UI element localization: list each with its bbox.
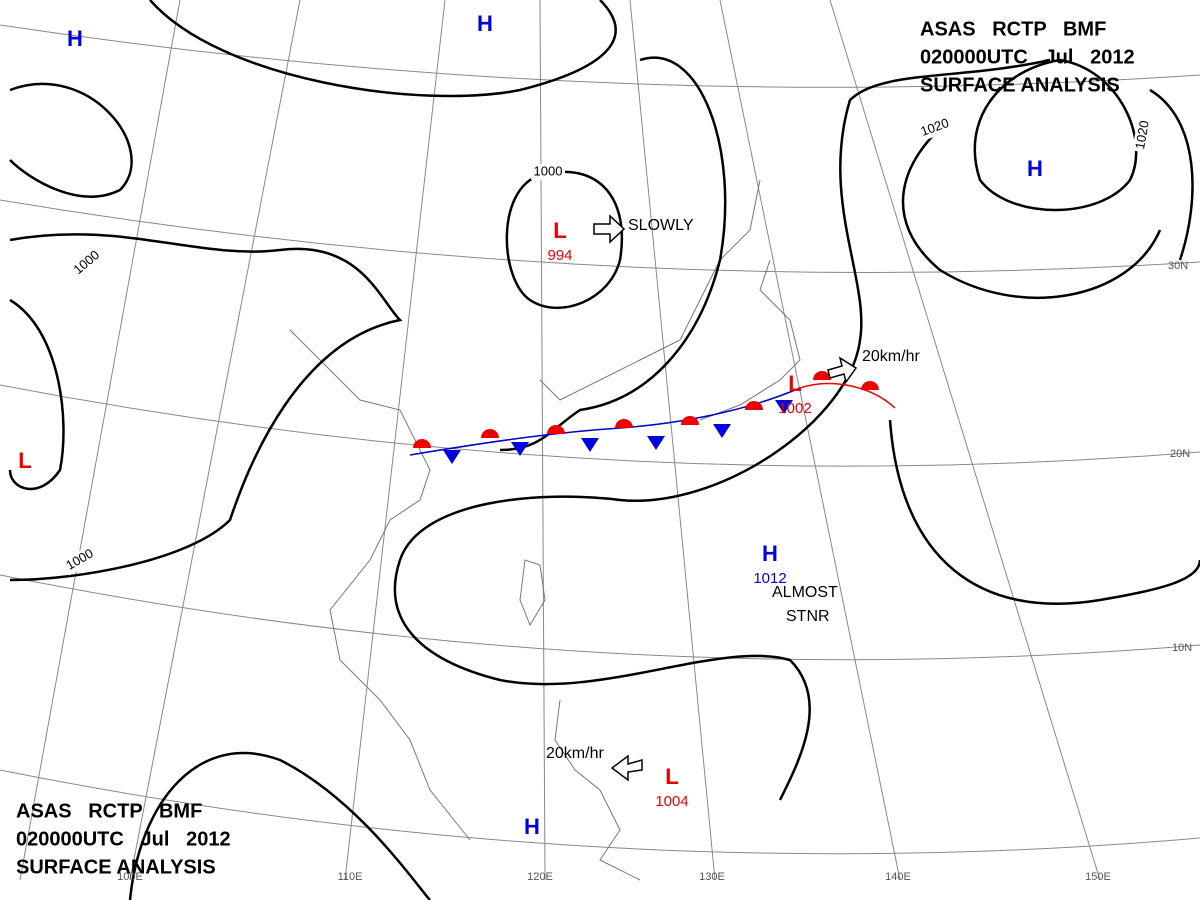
graticule xyxy=(0,0,1200,881)
annotation: STNR xyxy=(786,608,830,625)
latitude-label: 30N xyxy=(1168,260,1188,272)
analysis-title: ASAS RCTP BMF xyxy=(920,18,1106,40)
annotation: ALMOST xyxy=(772,584,838,601)
cold-front-symbol xyxy=(443,450,461,464)
isobar xyxy=(128,751,431,900)
cold-front-symbol xyxy=(713,424,731,438)
pressure-center-symbol: H xyxy=(762,541,778,566)
isobars xyxy=(8,0,1200,900)
pressure-center-symbol: L xyxy=(553,218,566,243)
motion-arrows xyxy=(593,214,858,782)
cold-front-symbol xyxy=(647,436,665,450)
annotation: 20km/hr xyxy=(546,745,604,762)
longitude-line xyxy=(829,0,1101,881)
central-pressure: 1012 xyxy=(753,570,786,587)
cold-front-symbol xyxy=(581,438,599,452)
longitude-line xyxy=(344,0,446,881)
label-backing xyxy=(916,114,954,142)
central-pressure: 1004 xyxy=(655,793,688,810)
longitude-label: 140E xyxy=(885,871,911,883)
longitude-line xyxy=(629,0,716,881)
longitude-line xyxy=(19,0,181,881)
longitude-line xyxy=(719,0,901,881)
label-backing xyxy=(61,544,99,576)
analysis-title: 020000UTC Jul 2012 xyxy=(920,46,1135,68)
isobar xyxy=(9,233,403,582)
warm-front-line xyxy=(799,382,896,409)
latitude-line xyxy=(0,384,1200,467)
pressure-center-symbol: H xyxy=(1027,156,1043,181)
coastlines xyxy=(289,179,801,881)
isobar xyxy=(973,58,1138,212)
coastline xyxy=(289,329,471,841)
latitude-label: 10N xyxy=(1172,642,1192,654)
isobar xyxy=(888,419,1200,605)
isobar-label: 1000 xyxy=(534,163,563,178)
warm-front-symbol xyxy=(861,381,879,390)
cold-front-symbol xyxy=(511,442,529,456)
longitude-line xyxy=(129,0,301,881)
motion-arrow xyxy=(593,214,626,244)
latitude-line xyxy=(0,769,1200,855)
warm-front-symbol xyxy=(745,401,763,410)
warm-front-symbol xyxy=(413,439,431,448)
label-backing xyxy=(1132,116,1154,154)
motion-arrow xyxy=(610,754,643,782)
motion-arrow xyxy=(827,356,858,384)
latitude-line xyxy=(0,199,1200,273)
pressure-center-symbol: H xyxy=(477,11,493,36)
analysis-title: SURFACE ANALYSIS xyxy=(16,856,216,878)
longitude-label: 110E xyxy=(338,871,363,883)
latitude-line xyxy=(0,574,1200,661)
analysis-title: ASAS RCTP BMF xyxy=(16,800,202,822)
longitude-line xyxy=(539,0,546,881)
isobar xyxy=(901,119,1162,299)
latitude-label: 20N xyxy=(1170,448,1190,460)
coastline xyxy=(554,699,641,881)
latitude-line xyxy=(0,24,1200,88)
longitude-label: 150E xyxy=(1085,871,1111,883)
warm-front-symbol xyxy=(813,371,831,380)
pressure-center-symbol: L xyxy=(788,371,801,396)
isobar xyxy=(1149,88,1194,261)
stationary-front xyxy=(409,371,896,464)
coastline xyxy=(699,259,801,421)
cold-front-symbol xyxy=(775,400,793,414)
label-backing xyxy=(68,245,106,281)
pressure-center-symbol: L xyxy=(665,764,678,789)
longitude-label: 100E xyxy=(117,871,143,883)
warm-front-symbol xyxy=(547,425,565,434)
isobar xyxy=(393,559,811,801)
isobar xyxy=(499,56,727,452)
pressure-center-symbol: H xyxy=(524,814,540,839)
isobar xyxy=(398,58,1051,561)
isobar xyxy=(8,298,65,490)
analysis-title: SURFACE ANALYSIS xyxy=(920,74,1120,96)
analysis-title: 020000UTC Jul 2012 xyxy=(16,828,231,850)
isobar xyxy=(505,170,624,310)
island xyxy=(519,559,546,627)
annotation: SLOWLY xyxy=(628,217,694,234)
pressure-center-symbol: L xyxy=(18,448,31,473)
warm-front-symbol xyxy=(681,416,699,425)
warm-front-symbol xyxy=(615,419,633,428)
longitude-label: 130E xyxy=(699,871,725,883)
central-pressure: 994 xyxy=(547,247,572,264)
isobar-label: 1020 xyxy=(1132,119,1152,150)
longitude-label: 120E xyxy=(527,871,553,883)
pressure-center-symbol: H xyxy=(67,26,83,51)
isobar xyxy=(149,0,617,98)
coastline xyxy=(539,179,761,401)
annotation: 20km/hr xyxy=(862,348,920,365)
central-pressure: 1002 xyxy=(778,400,811,417)
isobar xyxy=(9,82,133,198)
label-backing xyxy=(531,164,565,180)
warm-front-symbol xyxy=(481,429,499,438)
